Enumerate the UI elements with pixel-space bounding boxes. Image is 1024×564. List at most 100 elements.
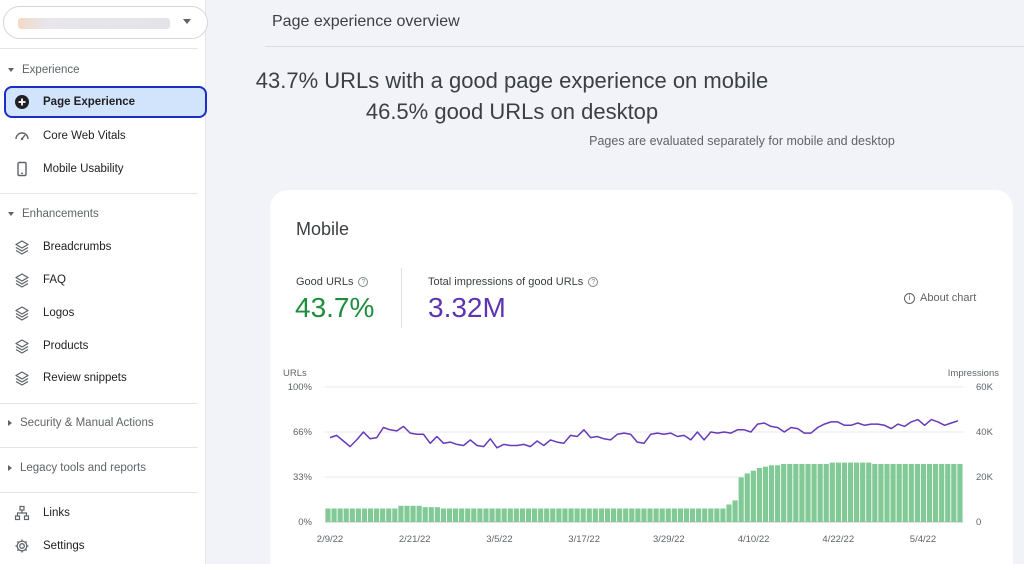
bar [446,508,453,522]
bar [677,508,683,522]
bar [720,508,726,522]
bar [823,463,829,522]
right-tick-label: 60K [976,382,994,393]
bar [683,508,690,522]
bar [519,508,526,522]
bar [544,508,550,522]
bar [562,508,568,522]
bar [586,508,592,522]
bar [750,470,756,522]
bar [939,463,945,522]
help-icon[interactable]: ? [358,277,369,287]
bar [896,463,902,522]
sidebar-item-label: Links [43,507,70,519]
bar [689,508,696,522]
sidebar-item-label: Settings [43,540,85,552]
sidebar-item-settings[interactable]: Settings [4,530,207,562]
bar [507,508,513,522]
section-experience[interactable]: Experience [8,64,80,76]
bar [428,507,434,522]
card-title: Mobile [296,219,350,239]
section-security[interactable]: Security & Manual Actions [8,417,154,429]
sidebar: Experience Page Experience Core Web Vita… [0,0,208,564]
bar [465,508,471,522]
bar [623,508,629,522]
layers-icon [15,273,29,288]
good-urls-value: 43.7% [295,292,375,323]
impressions-value: 3.32M [428,292,506,323]
divider [0,193,198,194]
x-tick-label: 2/9/22 [317,534,343,545]
bar [501,508,507,522]
info-icon: i [904,292,915,304]
bar [841,462,848,522]
sidebar-item-products[interactable]: Products [4,330,207,362]
layers-icon [15,339,29,354]
bar [951,463,957,522]
bar [908,463,914,522]
section-legacy[interactable]: Legacy tools and reports [8,462,146,474]
bar [538,508,544,522]
bar [671,508,677,522]
about-chart-link[interactable]: i About chart [904,292,976,304]
bar [957,463,963,522]
gear-icon [15,539,29,553]
sidebar-item-page-experience[interactable]: Page Experience [4,86,207,118]
left-axis-label: URLs [283,368,307,379]
sidebar-item-review-snippets[interactable]: Review snippets [4,362,207,394]
section-label: Legacy tools and reports [20,462,146,474]
left-tick-label: 100% [288,382,313,393]
property-selector[interactable] [3,6,208,39]
sidebar-item-breadcrumbs[interactable]: Breadcrumbs [4,231,207,263]
sidebar-item-faq[interactable]: FAQ [4,264,207,296]
bar [878,463,884,522]
bar [349,508,355,522]
sidebar-item-core-web-vitals[interactable]: Core Web Vitals [4,120,207,152]
layers-icon [15,306,29,321]
x-tick-label: 4/22/22 [822,534,854,545]
sidebar-item-label: Products [43,340,89,352]
right-tick-label: 20K [976,472,994,483]
bar [604,508,611,522]
divider [0,492,198,493]
bar [696,508,702,522]
metric-divider [401,268,402,328]
bar [380,508,386,522]
section-enhancements[interactable]: Enhancements [8,208,99,220]
headline-desktop: 46.5% good URLs on desktop [365,99,659,124]
page-title: Page experience overview [272,13,460,30]
bar [787,463,793,522]
bar [653,508,659,522]
right-tick-label: 0 [976,517,981,528]
impressions-label: Total impressions of good URLs ? [428,276,599,288]
sidebar-item-label: Core Web Vitals [43,130,126,142]
main-content: Page experience overview [207,0,1024,564]
bar [793,463,799,522]
sidebar-item-mobile-usability[interactable]: Mobile Usability [4,153,207,185]
sidebar-item-logos[interactable]: Logos [4,297,207,329]
x-tick-label: 3/17/22 [568,534,600,545]
section-label: Experience [22,64,80,76]
right-tick-label: 40K [976,427,994,438]
x-tick-label: 2/21/22 [399,534,431,545]
bar [902,463,908,522]
sidebar-item-links[interactable]: Links [4,497,207,529]
caret-right-icon [8,465,12,471]
bar [374,508,380,522]
x-tick-label: 3/29/22 [653,534,685,545]
bar [489,508,495,522]
bar [337,508,343,522]
bar [355,508,361,522]
bar [410,505,416,522]
bar [440,508,447,522]
divider [0,48,198,49]
bar [574,508,580,522]
caret-down-icon [8,68,14,72]
sidebar-item-label: Mobile Usability [43,163,124,175]
bar [331,508,337,522]
help-icon[interactable]: ? [588,277,599,287]
bar [714,508,720,522]
bar [884,463,890,522]
left-tick-label: 66% [293,427,313,438]
sidebar-item-label: Logos [43,307,75,319]
